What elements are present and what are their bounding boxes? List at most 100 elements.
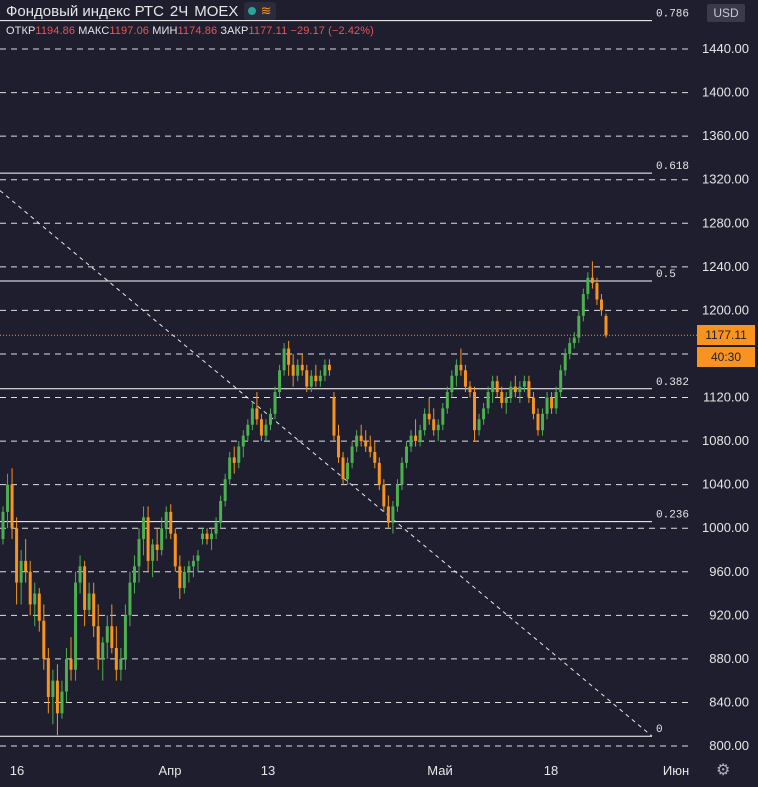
candle [55,664,59,736]
candle-body [518,386,522,393]
candle-body [228,457,232,480]
candle-body [586,277,590,295]
candle [309,370,313,393]
candle-body [28,571,32,605]
gear-icon[interactable]: ⚙ [716,762,731,779]
candle-body [468,386,472,393]
fib-level-label: 0.5 [656,269,676,281]
candle-body [1,511,5,540]
candle-body [581,294,585,316]
candle-body [232,457,236,463]
candle [391,500,395,534]
candle-body [477,419,481,431]
candle [255,392,259,425]
candle [473,386,477,442]
candle [296,359,300,382]
candle [531,392,535,420]
candle [282,343,286,376]
candle [572,332,576,349]
candle [377,457,381,491]
candle [346,457,350,485]
y-tick-label: 960.00 [709,564,749,579]
candle [291,353,295,387]
y-tick-label: 1400.00 [702,85,749,100]
candle [559,364,563,398]
candle [504,392,508,414]
y-tick-label: 920.00 [709,607,749,622]
candle [83,560,87,627]
candle [586,272,590,300]
candle-body [309,375,313,387]
candle-body [92,593,96,627]
candle-body [55,680,59,714]
candle-body [15,528,19,583]
ohlc-legend: ОТКР1194.86 МАКС1197.06 МИН1174.86 ЗАКР1… [6,25,374,37]
currency-button[interactable]: USD [707,4,745,22]
grid-layer [0,48,692,747]
candle-body [364,441,368,447]
x-tick-label: 16 [10,763,24,778]
candle-body [414,435,418,442]
candle-body [559,370,563,393]
candle-body [205,533,209,540]
dot-icon [248,7,257,15]
candle [160,517,164,556]
candle-body [314,375,318,382]
y-tick-label: 880.00 [709,651,749,666]
candle-body [237,446,241,463]
candle [92,582,96,638]
candle-body [300,364,304,371]
close-value: 1177.11 [248,25,288,37]
candle [527,375,531,403]
candle [323,359,327,382]
candle [173,528,177,572]
candle-body [241,435,245,447]
candle [114,626,118,681]
candle-body [454,364,458,376]
fib-level-label: 0.382 [656,377,689,389]
candle [577,310,581,344]
candle-body [577,315,581,338]
candle [123,604,127,670]
low-value: 1174.86 [177,25,218,37]
candle-body [473,392,477,431]
last-price-tag: 1177.11 [697,325,755,346]
candle [142,506,146,556]
candle-body [278,370,282,393]
candle-body [137,539,141,567]
candle [441,402,445,431]
candle-body [287,348,291,365]
candle [427,397,431,425]
candle [259,413,263,442]
y-tick-label: 1240.00 [702,259,749,274]
candle-body [432,419,436,431]
candle-body [350,446,354,463]
candle-body [405,446,409,463]
candle [318,370,322,387]
candle-body [327,364,331,371]
candle [595,277,599,305]
candle [364,430,368,452]
candle [78,555,82,594]
candle-body [51,680,55,697]
candle-body [96,626,100,659]
candle [74,571,78,681]
chart-title-row[interactable]: Фондовый индекс РТС 2Ч MOEX ≋ [6,2,276,20]
candle-body [160,528,164,550]
candle [423,408,427,436]
candle [522,375,526,393]
candle [350,441,354,469]
candle [491,375,495,403]
candle-body [37,593,41,621]
symbol-name[interactable]: Фондовый индекс РТС [6,2,164,20]
status-indicator[interactable]: ≋ [244,2,276,20]
interval-label[interactable]: 2Ч [169,2,189,20]
candle [187,560,191,583]
candle [128,571,132,627]
candle [24,539,28,583]
candle-body [169,511,173,534]
candle-body [418,430,422,442]
fib-level-label: 0 [656,724,663,736]
candle-body [196,555,200,561]
